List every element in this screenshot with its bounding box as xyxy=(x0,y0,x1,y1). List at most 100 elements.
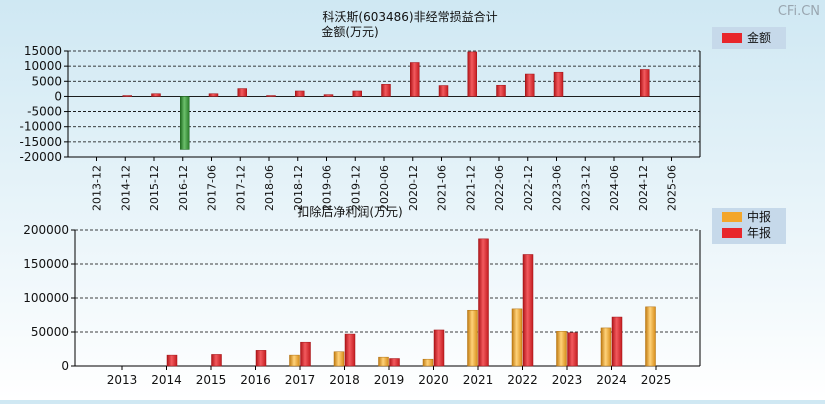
chart2-legend-label-annual: 年报 xyxy=(747,225,771,240)
chart1-bar xyxy=(122,95,132,97)
chart2-y-tick-label: 200000 xyxy=(23,223,69,237)
chart2-bar-annual xyxy=(522,254,534,367)
chart2-bar-annual xyxy=(389,358,400,367)
chart2-y-tick-label: 150000 xyxy=(23,257,69,271)
chart2-x-tick-label: 2013 xyxy=(107,373,138,387)
chart1-x-tick-label: 2023-06 xyxy=(551,165,564,211)
chart2-bar-annual xyxy=(211,354,222,367)
chart1-x-tick-label: 2021-06 xyxy=(436,165,449,211)
chart1-x-tick-label: 2019-06 xyxy=(321,165,334,211)
chart1-x-tick-label: 2013-12 xyxy=(91,165,104,211)
chart2-bar-annual xyxy=(300,341,311,367)
chart1-bar xyxy=(151,93,161,97)
chart2-bar-interim xyxy=(467,309,478,367)
watermark: CFi.CN xyxy=(778,4,820,19)
chart2-bar-annual xyxy=(344,333,356,367)
chart2-bar-interim xyxy=(511,308,523,367)
chart1-legend: 金额 xyxy=(712,27,786,49)
chart2-x-tick-label: 2017 xyxy=(285,373,316,387)
chart1-y-tick-label: 15000 xyxy=(24,44,62,58)
chart1-legend-box xyxy=(712,27,786,49)
chart2-y-tick-label: 100000 xyxy=(23,291,69,305)
chart1-x-tick-label: 2024-06 xyxy=(608,165,621,211)
chart2-bar-interim xyxy=(378,356,389,367)
chart1-x-tick-label: 2022-12 xyxy=(522,165,535,211)
chart2-bar-annual xyxy=(166,354,178,367)
chart2-x-tick-label: 2014 xyxy=(151,373,182,387)
chart1-x-tick-label: 2015-12 xyxy=(148,165,161,211)
chart1-x-tick-label: 2019-12 xyxy=(349,165,362,211)
chart2-bar-annual xyxy=(611,316,623,367)
chart1-bar xyxy=(352,90,362,97)
chart1-subtitle: 金额(万元) xyxy=(321,24,378,39)
chart1-bar xyxy=(381,84,391,97)
chart2-bar-interim xyxy=(333,351,345,367)
chart1-legend-swatch xyxy=(722,33,742,43)
chart2-bar-interim xyxy=(556,331,567,367)
chart2-x-tick-label: 2015 xyxy=(196,373,227,387)
chart2-x-tick-label: 2018 xyxy=(329,373,360,387)
chart1-y-tick-label: 10000 xyxy=(24,59,62,73)
chart1-bar xyxy=(496,84,506,97)
chart2-x-tick-label: 2019 xyxy=(374,373,405,387)
chart1-x-tick-label: 2017-06 xyxy=(206,165,219,211)
chart2-x-tick-label: 2016 xyxy=(240,373,271,387)
chart2-legend: 中报 年报 xyxy=(712,208,786,244)
chart1-bar xyxy=(553,71,564,97)
chart2-x-tick-label: 2021 xyxy=(463,373,494,387)
chart1-bar xyxy=(180,96,190,150)
chart1-x-tick-label: 2023-12 xyxy=(579,165,592,211)
chart1-y-tick-label: -15000 xyxy=(19,135,62,149)
chart1-y-tick-label: -20000 xyxy=(19,150,62,164)
chart2-legend-swatch-annual xyxy=(722,228,742,238)
chart2-bar-interim xyxy=(289,354,300,367)
chart2-x-tick-label: 2020 xyxy=(418,373,449,387)
chart2-title: 扣除后净利润(万元) xyxy=(297,204,402,219)
chart1-bar xyxy=(266,95,276,97)
chart1-bar xyxy=(438,85,449,97)
chart1-x-tick-label: 2025-06 xyxy=(666,165,679,211)
chart1-y-tick-label: 0 xyxy=(54,89,62,103)
chart2-y-tick-label: 50000 xyxy=(31,325,69,339)
chart2-x-tick-label: 2023 xyxy=(552,373,583,387)
chart1-x-tick-label: 2024-12 xyxy=(637,165,650,211)
chart1-x-tick-label: 2022-06 xyxy=(493,165,506,211)
chart1-bar xyxy=(525,73,535,97)
chart1-y-tick-label: 5000 xyxy=(31,74,62,88)
chart2-bar-annual xyxy=(433,329,445,367)
chart2-x-tick-label: 2022 xyxy=(507,373,538,387)
chart1-x-tick-label: 2020-06 xyxy=(378,165,391,211)
chart1-bar xyxy=(323,94,334,97)
chart2-bar-annual xyxy=(567,332,578,367)
chart1-y-tick-label: -5000 xyxy=(27,105,62,119)
chart2-bar-interim xyxy=(645,306,656,367)
chart2-plot: 200000 150000 100000 50000 0 2013 2014 2015 2016… xyxy=(23,223,701,387)
chart1-x-tick-label: 2020-12 xyxy=(407,165,420,211)
chart1-bar xyxy=(640,69,650,97)
chart1-legend-label: 金额 xyxy=(747,30,771,45)
chart2-bar-interim xyxy=(422,358,434,367)
chart1-x-tick-label: 2018-12 xyxy=(292,165,305,211)
chart2-y-tick-label: 0 xyxy=(61,359,69,373)
chart1-x-tick-label: 2016-12 xyxy=(177,165,190,211)
chart1-title: 科沃斯(603486)非经常损益合计 xyxy=(322,9,497,24)
chart2-x-tick-label: 2024 xyxy=(596,373,627,387)
chart2-x-tick-label: 2025 xyxy=(641,373,672,387)
chart2-bar-interim xyxy=(600,327,612,367)
chart2-legend-swatch-interim xyxy=(722,212,742,222)
chart1-bar xyxy=(208,93,219,97)
chart1-bar xyxy=(295,90,305,97)
chart2-bar-annual xyxy=(255,350,267,367)
chart1-bar xyxy=(237,88,247,97)
chart1-x-tick-label: 2017-12 xyxy=(234,165,247,211)
chart1-x-tick-label: 2021-12 xyxy=(464,165,477,211)
chart1-x-tick-label: 2018-06 xyxy=(263,165,276,211)
chart1-bar xyxy=(410,62,420,97)
chart1-bar xyxy=(467,51,477,97)
chart1-y-tick-label: -10000 xyxy=(19,120,62,134)
chart2-legend-label-interim: 中报 xyxy=(747,209,771,224)
chart1-x-tick-label: 2014-12 xyxy=(119,165,132,211)
